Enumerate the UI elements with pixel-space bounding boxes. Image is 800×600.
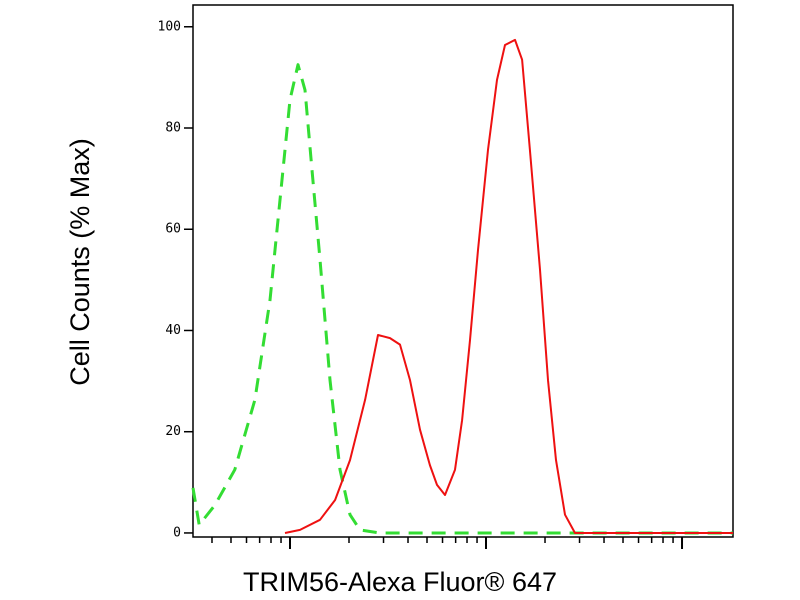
- x-axis-title: TRIM56-Alexa Fluor® 647: [243, 567, 557, 597]
- y-tick-label: 0: [173, 525, 181, 540]
- y-tick-label: 20: [165, 424, 181, 439]
- y-tick-label: 60: [165, 222, 181, 237]
- y-axis-title: Cell Counts (% Max): [65, 138, 95, 386]
- plot-frame: [192, 4, 734, 538]
- y-tick-label: 100: [158, 19, 181, 34]
- histogram-line: [284, 38, 733, 534]
- y-tick-label: 80: [165, 121, 181, 136]
- y-tick-label: 40: [165, 323, 181, 338]
- histogram-line: [191, 63, 733, 535]
